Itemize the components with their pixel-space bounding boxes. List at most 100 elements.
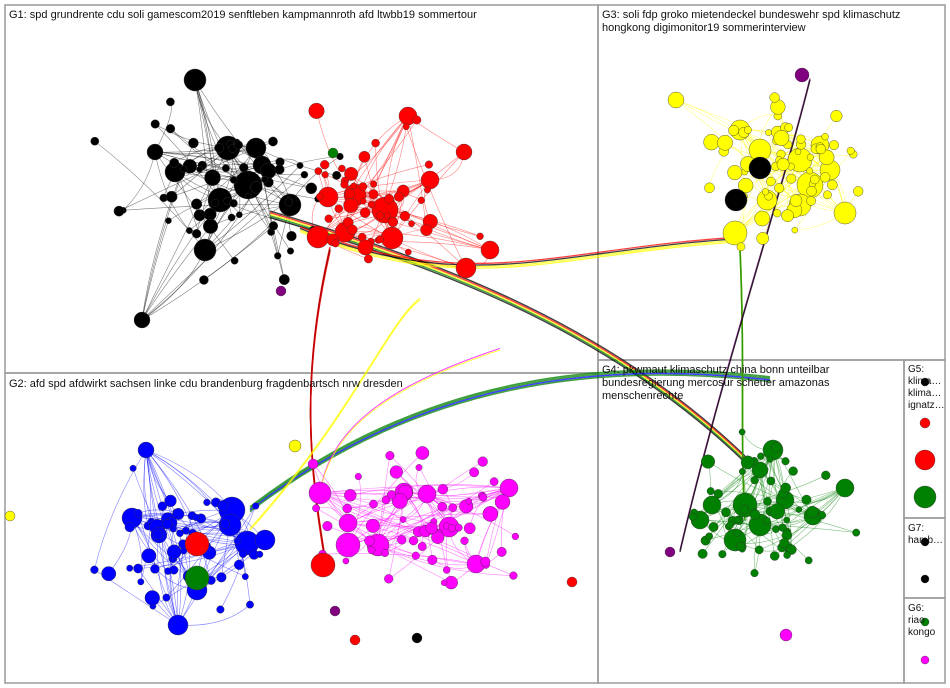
network-node: [260, 162, 277, 180]
network-node: [489, 477, 499, 486]
network-node: [363, 254, 373, 264]
network-node: [203, 498, 211, 507]
network-node: [238, 549, 248, 558]
network-node: [766, 176, 776, 187]
network-node: [920, 574, 930, 584]
network-node: [274, 164, 285, 175]
network-node: [750, 569, 759, 578]
edge-bundle: [319, 347, 501, 494]
network-node: [214, 143, 224, 153]
edge: [675, 99, 801, 206]
network-node: [408, 220, 415, 227]
network-node: [770, 551, 780, 561]
network-node: [479, 493, 488, 502]
network-node: [810, 174, 820, 185]
network-node: [920, 617, 930, 627]
network-node: [460, 536, 469, 545]
network-node: [417, 484, 437, 504]
network-node: [137, 441, 155, 459]
network-node: [804, 556, 813, 565]
edge: [377, 455, 391, 546]
network-node: [316, 192, 324, 201]
network-node: [384, 193, 394, 204]
network-node: [739, 504, 750, 515]
network-node: [386, 490, 397, 500]
network-node: [221, 164, 230, 173]
network-node: [779, 538, 790, 549]
network-node: [164, 494, 177, 508]
network-node: [307, 458, 319, 470]
network-node: [778, 523, 787, 532]
edge-bundle: [249, 299, 421, 531]
network-node: [830, 109, 843, 122]
network-node: [415, 464, 423, 471]
network-node: [397, 535, 407, 545]
network-node: [482, 506, 499, 522]
edge: [155, 123, 257, 149]
network-node: [203, 207, 217, 221]
edge: [154, 151, 312, 189]
network-node: [314, 167, 323, 175]
edge: [141, 169, 184, 321]
network-node: [411, 551, 420, 560]
network-node: [702, 495, 722, 515]
network-node: [234, 140, 243, 150]
network-node: [332, 170, 341, 180]
network-node: [770, 442, 782, 453]
network-node: [447, 524, 456, 533]
network-node: [751, 461, 769, 479]
frame-g6: [903, 597, 946, 684]
network-node: [724, 188, 748, 212]
network-node: [334, 204, 343, 213]
network-node: [765, 129, 772, 136]
network-node: [278, 274, 290, 285]
network-node: [499, 478, 519, 498]
edge-bundle: [269, 211, 746, 459]
network-node: [192, 513, 200, 522]
edge-bundle: [269, 215, 746, 462]
network-node: [820, 172, 831, 183]
network-node: [384, 574, 394, 584]
frame-g7: [903, 517, 946, 599]
network-node: [252, 502, 260, 510]
network-node: [185, 227, 193, 235]
edge: [327, 179, 431, 198]
network-node: [176, 529, 184, 537]
network-node: [511, 532, 520, 541]
network-node: [424, 160, 433, 169]
network-node: [229, 199, 238, 208]
network-node: [331, 239, 340, 248]
network-node: [250, 181, 263, 194]
edge: [344, 231, 491, 251]
network-node: [427, 554, 438, 565]
group-frames: [4, 4, 946, 684]
network-node: [920, 537, 930, 547]
network-node: [166, 544, 182, 559]
network-node: [766, 455, 774, 463]
network-node: [717, 134, 733, 151]
network-node: [404, 248, 412, 256]
edge: [177, 505, 256, 626]
network-node: [360, 198, 367, 205]
network-node: [754, 545, 764, 555]
network-node: [791, 226, 798, 234]
network-node: [794, 67, 810, 83]
network-node: [914, 449, 936, 471]
network-node: [358, 150, 371, 163]
network-node: [721, 507, 731, 518]
network-node: [320, 160, 330, 170]
network-node: [288, 439, 302, 453]
network-node: [193, 238, 217, 262]
network-node: [321, 171, 329, 179]
network-node: [167, 614, 189, 636]
network-node: [815, 144, 826, 155]
network-node: [726, 521, 734, 529]
network-node: [364, 535, 375, 546]
network-node: [162, 593, 171, 602]
network-node: [706, 487, 715, 495]
edge: [141, 177, 213, 321]
network-node: [162, 518, 173, 530]
network-node: [728, 124, 740, 136]
network-node: [202, 218, 218, 234]
network-node: [722, 220, 748, 246]
